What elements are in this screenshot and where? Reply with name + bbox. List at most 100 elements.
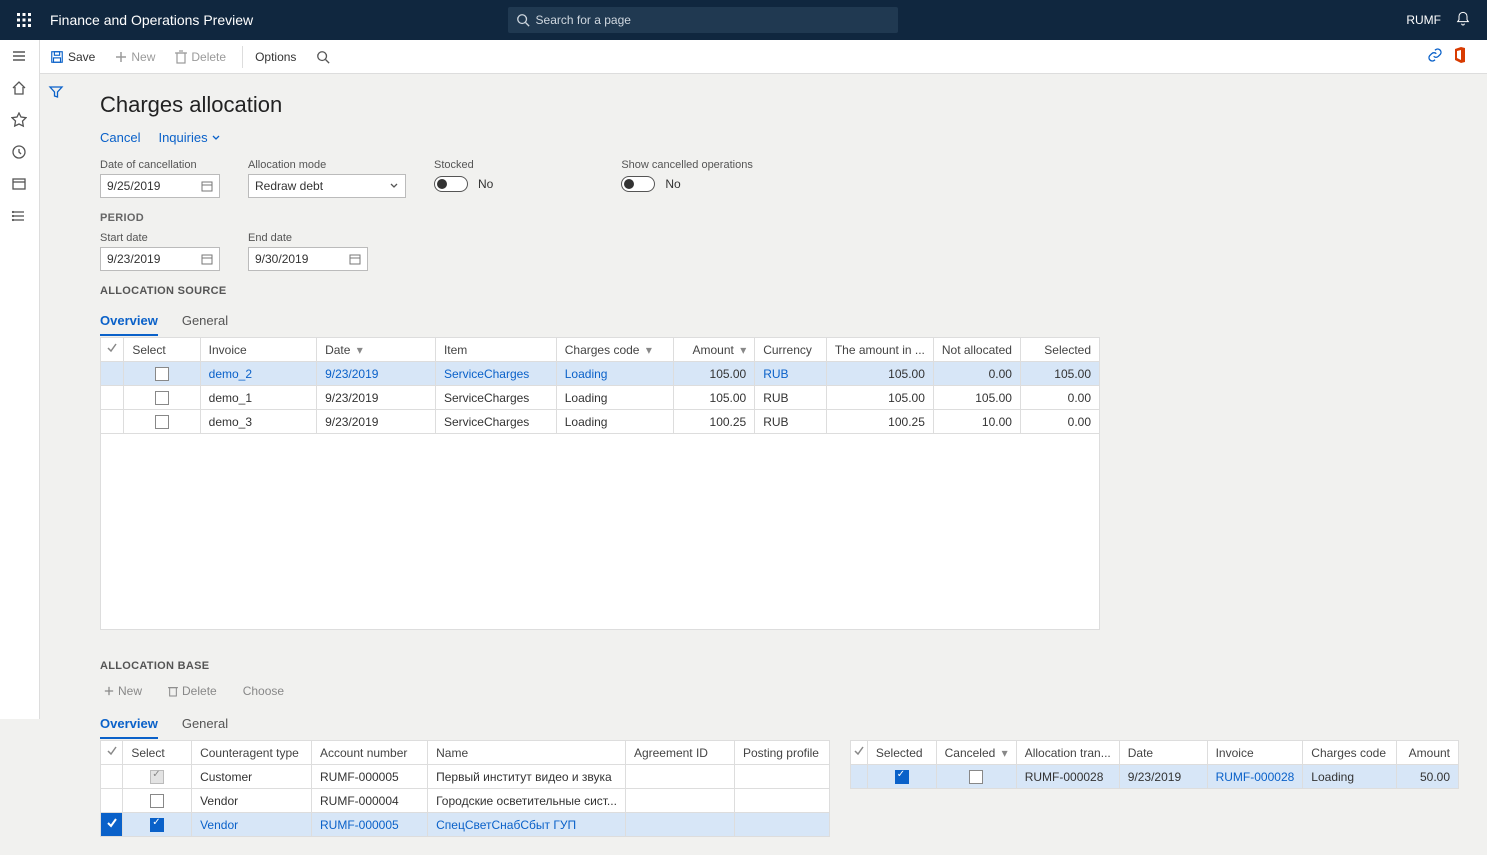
star-icon[interactable] bbox=[11, 112, 29, 130]
base-choose-button[interactable]: Choose bbox=[239, 682, 288, 700]
col-mark[interactable] bbox=[101, 338, 124, 362]
calendar-icon bbox=[201, 253, 213, 265]
table-row[interactable]: RUMF-0000289/23/2019RUMF-000028Loading50… bbox=[851, 765, 1459, 789]
bell-icon[interactable] bbox=[1455, 11, 1471, 30]
chevron-down-icon bbox=[211, 133, 221, 143]
col-selected[interactable]: Selected bbox=[867, 741, 936, 765]
col-selected[interactable]: Selected bbox=[1020, 338, 1099, 362]
col-canceled[interactable]: Canceled ▾ bbox=[936, 741, 1016, 765]
table-row[interactable]: demo_39/23/2019ServiceChargesLoading100.… bbox=[101, 410, 1100, 434]
col-invoice[interactable]: Invoice bbox=[1207, 741, 1303, 765]
modules-icon[interactable] bbox=[11, 208, 29, 226]
end-date-label: End date bbox=[248, 232, 368, 244]
tab-overview[interactable]: Overview bbox=[100, 307, 158, 336]
name-link[interactable]: СпецСветСнабСбыт ГУП bbox=[436, 818, 576, 832]
col-invoice[interactable]: Invoice bbox=[200, 338, 316, 362]
hamburger-icon[interactable] bbox=[11, 48, 29, 66]
col-select[interactable]: Select bbox=[123, 741, 192, 765]
currency-link[interactable]: RUB bbox=[763, 367, 788, 381]
left-nav-rail bbox=[0, 40, 40, 719]
row-checkbox[interactable] bbox=[895, 770, 909, 784]
col-name[interactable]: Name bbox=[428, 741, 626, 765]
search-placeholder: Search for a page bbox=[536, 13, 631, 27]
save-button[interactable]: Save bbox=[42, 46, 103, 68]
col-tran[interactable]: Allocation tran... bbox=[1016, 741, 1119, 765]
col-mark[interactable] bbox=[851, 741, 868, 765]
home-icon[interactable] bbox=[11, 80, 29, 98]
user-label[interactable]: RUMF bbox=[1406, 13, 1441, 27]
end-date-input[interactable]: 9/30/2019 bbox=[248, 247, 368, 271]
col-posting[interactable]: Posting profile bbox=[734, 741, 829, 765]
table-row[interactable]: demo_29/23/2019ServiceChargesLoading105.… bbox=[101, 362, 1100, 386]
recent-icon[interactable] bbox=[11, 144, 29, 162]
col-mark[interactable] bbox=[101, 741, 123, 765]
table-row[interactable]: CustomerRUMF-000005Первый институт видео… bbox=[101, 765, 830, 789]
row-checkbox[interactable] bbox=[155, 391, 169, 405]
show-cancelled-toggle[interactable] bbox=[621, 176, 655, 192]
start-date-input[interactable]: 9/23/2019 bbox=[100, 247, 220, 271]
page-title: Charges allocation bbox=[100, 92, 1459, 118]
search-input[interactable]: Search for a page bbox=[508, 7, 898, 33]
col-currency[interactable]: Currency bbox=[755, 338, 827, 362]
table-row[interactable]: VendorRUMF-000004Городские осветительные… bbox=[101, 789, 830, 813]
col-code[interactable]: Charges code bbox=[1303, 741, 1396, 765]
office-icon[interactable] bbox=[1453, 47, 1467, 66]
stocked-toggle[interactable] bbox=[434, 176, 468, 192]
catype-link[interactable]: Vendor bbox=[200, 818, 238, 832]
cancel-link[interactable]: Cancel bbox=[100, 130, 140, 145]
tab-general[interactable]: General bbox=[182, 307, 228, 336]
col-not-alloc[interactable]: Not allocated bbox=[933, 338, 1020, 362]
new-button[interactable]: New bbox=[107, 46, 163, 68]
period-label: PERIOD bbox=[100, 212, 1459, 224]
show-cancelled-label: Show cancelled operations bbox=[621, 159, 752, 171]
col-amount[interactable]: Amount ▾ bbox=[673, 338, 754, 362]
col-item[interactable]: Item bbox=[435, 338, 556, 362]
start-date-label: Start date bbox=[100, 232, 220, 244]
row-checkbox[interactable] bbox=[155, 415, 169, 429]
col-select[interactable]: Select bbox=[124, 338, 200, 362]
row-checkbox[interactable] bbox=[150, 818, 164, 832]
row-checkbox[interactable] bbox=[150, 794, 164, 808]
delete-button[interactable]: Delete bbox=[167, 46, 234, 68]
col-amount-in[interactable]: The amount in ... bbox=[826, 338, 933, 362]
date-link[interactable]: 9/23/2019 bbox=[325, 367, 378, 381]
stocked-label: Stocked bbox=[434, 159, 493, 171]
options-button[interactable]: Options bbox=[242, 46, 304, 68]
base-delete-button[interactable]: Delete bbox=[164, 682, 221, 700]
col-date[interactable]: Date bbox=[1119, 741, 1207, 765]
code-link[interactable]: Loading bbox=[565, 367, 608, 381]
table-row[interactable]: demo_19/23/2019ServiceChargesLoading105.… bbox=[101, 386, 1100, 410]
row-checkbox[interactable] bbox=[155, 367, 169, 381]
col-code[interactable]: Charges code ▾ bbox=[556, 338, 673, 362]
chevron-down-icon bbox=[389, 181, 399, 191]
col-amount[interactable]: Amount bbox=[1396, 741, 1458, 765]
col-date[interactable]: Date ▾ bbox=[317, 338, 436, 362]
cancel-checkbox[interactable] bbox=[969, 770, 983, 784]
filter-icon: ▾ bbox=[357, 343, 363, 357]
tab-general[interactable]: General bbox=[182, 710, 228, 739]
base-new-button[interactable]: New bbox=[100, 682, 146, 700]
alloc-mode-select[interactable]: Redraw debt bbox=[248, 174, 406, 198]
table-row[interactable]: Vendor RUMF-000005 СпецСветСнабСбыт ГУП bbox=[101, 813, 830, 837]
invoice-link[interactable]: demo_2 bbox=[209, 367, 252, 381]
link-icon[interactable] bbox=[1427, 47, 1443, 66]
allocation-base-grid: Select Counteragent type Account number … bbox=[100, 740, 830, 837]
tab-overview[interactable]: Overview bbox=[100, 710, 158, 739]
row-checkbox[interactable] bbox=[150, 770, 164, 784]
cmd-search-icon[interactable] bbox=[308, 46, 338, 68]
inquiries-dropdown[interactable]: Inquiries bbox=[158, 130, 220, 145]
top-nav: Finance and Operations Preview Search fo… bbox=[0, 0, 1487, 40]
date-cancel-input[interactable]: 9/25/2019 bbox=[100, 174, 220, 198]
allocation-tran-grid: Selected Canceled ▾ Allocation tran... D… bbox=[850, 740, 1459, 789]
calendar-icon bbox=[349, 253, 361, 265]
date-cancel-label: Date of cancellation bbox=[100, 159, 220, 171]
account-link[interactable]: RUMF-000005 bbox=[320, 818, 399, 832]
workspace-icon[interactable] bbox=[11, 176, 29, 194]
col-agreement[interactable]: Agreement ID bbox=[625, 741, 734, 765]
app-launcher-icon[interactable] bbox=[10, 6, 38, 34]
filter-pane-toggle[interactable] bbox=[40, 74, 72, 719]
item-link[interactable]: ServiceCharges bbox=[444, 367, 529, 381]
invoice-link[interactable]: RUMF-000028 bbox=[1216, 770, 1295, 784]
col-account[interactable]: Account number bbox=[312, 741, 428, 765]
col-catype[interactable]: Counteragent type bbox=[192, 741, 312, 765]
